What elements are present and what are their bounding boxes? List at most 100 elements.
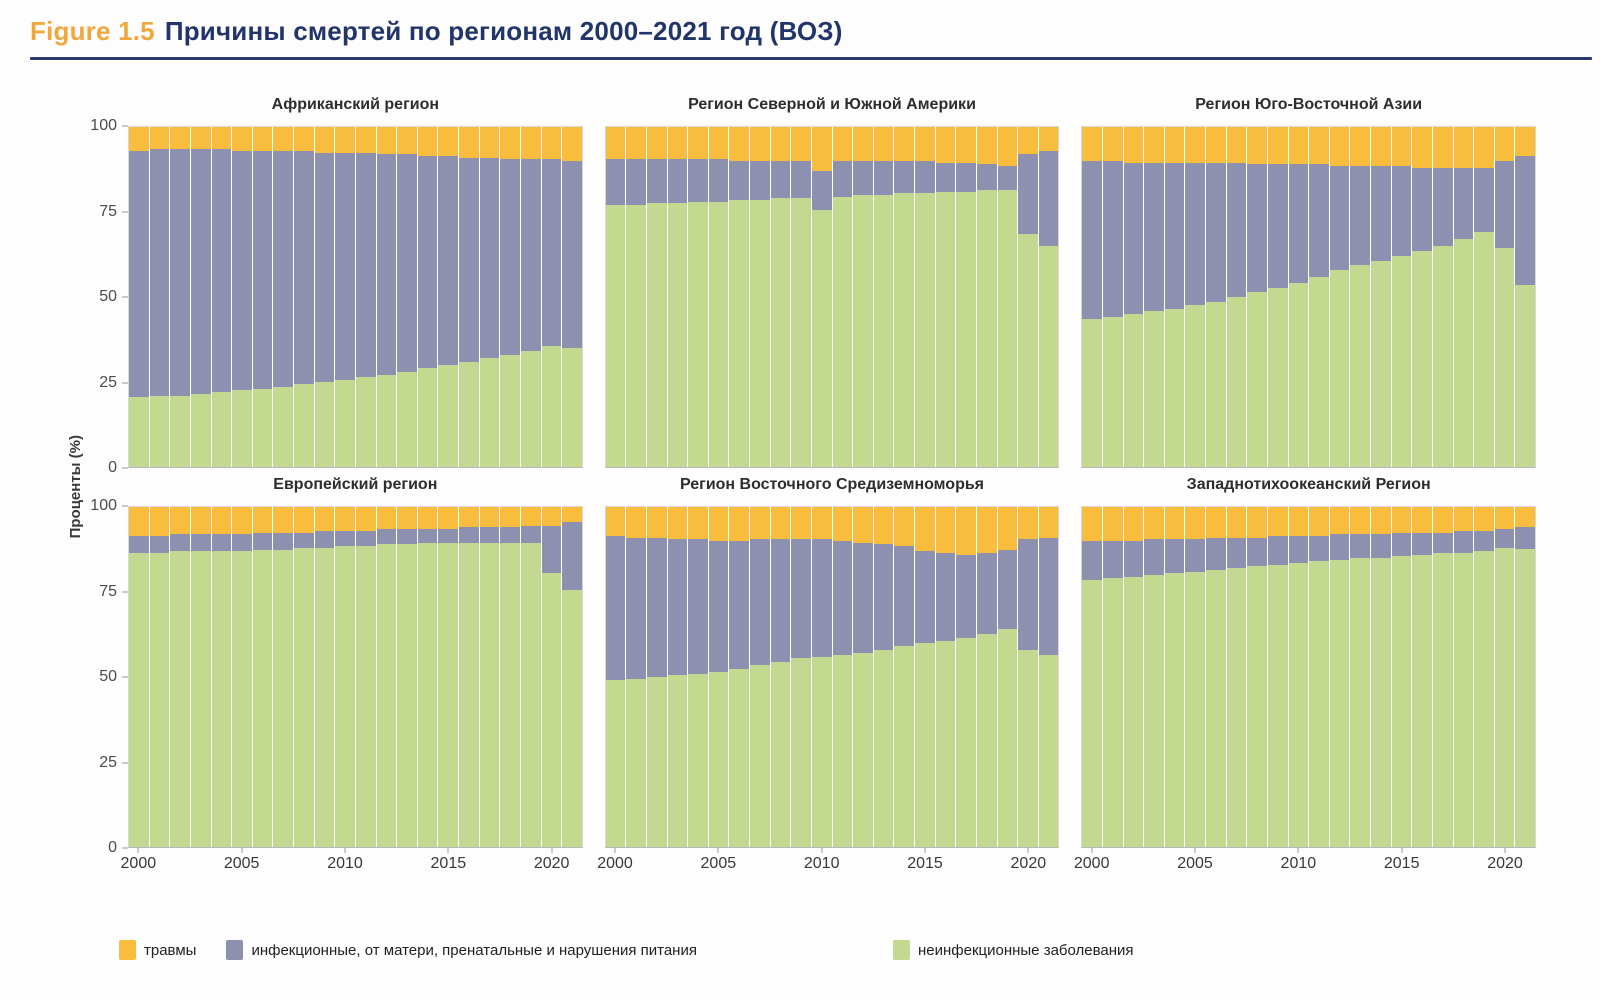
- y-tick-label: 50: [99, 668, 117, 685]
- segment-infectious: [1206, 537, 1226, 570]
- bars: [129, 507, 582, 847]
- bar-2005: [232, 127, 252, 467]
- segment-injuries: [190, 507, 211, 535]
- bar-2016: [1412, 507, 1432, 847]
- segment-infectious: [1329, 166, 1350, 270]
- segment-infectious: [873, 544, 894, 650]
- segment-injuries: [500, 127, 520, 160]
- bar-2018: [1453, 507, 1474, 847]
- segment-infectious: [149, 535, 170, 553]
- segment-ncd: [1247, 291, 1267, 467]
- segment-infectious: [626, 537, 646, 679]
- bar-2000: [129, 127, 149, 467]
- segment-injuries: [294, 507, 314, 533]
- bar-2001: [149, 127, 170, 467]
- plot-south-east-asia: [1081, 126, 1537, 468]
- segment-injuries: [1515, 507, 1536, 528]
- bar-2017: [1432, 507, 1453, 847]
- segment-infectious: [750, 161, 770, 201]
- segment-infectious: [956, 162, 976, 192]
- x-tick-mark: [1194, 848, 1196, 853]
- segment-ncd: [417, 368, 438, 467]
- segment-injuries: [541, 127, 562, 160]
- segment-infectious: [688, 159, 708, 202]
- bar-2010: [1288, 127, 1309, 467]
- segment-ncd: [1309, 561, 1329, 847]
- bar-2020: [1018, 127, 1038, 467]
- segment-injuries: [1082, 127, 1102, 161]
- segment-injuries: [894, 127, 915, 161]
- segment-infectious: [976, 164, 997, 190]
- bar-2000: [1082, 127, 1102, 467]
- segment-injuries: [355, 127, 376, 153]
- plot-western-pacific: [1081, 506, 1537, 848]
- panel-title: Западнотихоокеанский Регион: [1186, 476, 1431, 493]
- segment-ncd: [770, 661, 791, 847]
- segment-ncd: [1018, 649, 1038, 847]
- segment-injuries: [935, 507, 956, 553]
- segment-infectious: [894, 161, 915, 194]
- segment-injuries: [646, 507, 667, 538]
- segment-injuries: [1391, 507, 1412, 533]
- segment-ncd: [1038, 245, 1059, 467]
- segment-infectious: [459, 527, 479, 543]
- segment-injuries: [791, 507, 811, 540]
- segment-infectious: [500, 159, 520, 355]
- segment-ncd: [1185, 305, 1206, 467]
- segment-infectious: [1102, 161, 1123, 318]
- segment-injuries: [129, 507, 149, 536]
- bar-2013: [873, 127, 894, 467]
- bar-2000: [1082, 507, 1102, 847]
- legend-swatch-injuries: [119, 940, 136, 960]
- segment-injuries: [832, 127, 853, 161]
- plot-eastern-mediterranean: [604, 506, 1060, 848]
- bar-2015: [1391, 127, 1412, 467]
- segment-infectious: [232, 150, 252, 391]
- bar-2016: [459, 127, 479, 467]
- segment-infectious: [1123, 541, 1144, 577]
- segment-injuries: [605, 127, 626, 160]
- bar-2001: [626, 127, 646, 467]
- panel-title: Регион Северной и Южной Америки: [688, 96, 976, 113]
- bar-2010: [1288, 507, 1309, 847]
- segment-ncd: [605, 680, 626, 847]
- segment-infectious: [811, 539, 832, 657]
- x-tick-label: 2020: [1487, 855, 1523, 872]
- segment-ncd: [688, 673, 708, 847]
- segment-ncd: [729, 200, 750, 467]
- bar-2006: [252, 127, 273, 467]
- segment-infectious: [129, 150, 149, 398]
- segment-infectious: [232, 534, 252, 552]
- segment-injuries: [1123, 507, 1144, 541]
- segment-injuries: [438, 127, 458, 156]
- segment-ncd: [750, 200, 770, 467]
- segment-ncd: [438, 364, 458, 467]
- bar-2009: [314, 507, 335, 847]
- bar-2011: [832, 507, 853, 847]
- segment-infectious: [1164, 162, 1185, 309]
- bar-2000: [605, 507, 626, 847]
- segment-ncd: [562, 590, 582, 847]
- segment-ncd: [1082, 319, 1102, 467]
- segment-infectious: [376, 529, 397, 545]
- segment-ncd: [1018, 234, 1038, 467]
- segment-infectious: [252, 150, 273, 389]
- y-tick-label: 75: [99, 582, 117, 600]
- bar-2009: [314, 127, 335, 467]
- segment-injuries: [770, 507, 791, 540]
- segment-ncd: [1288, 283, 1309, 467]
- segment-injuries: [562, 507, 582, 523]
- segment-ncd: [811, 656, 832, 847]
- segment-ncd: [1309, 276, 1329, 467]
- segment-injuries: [314, 127, 335, 153]
- segment-injuries: [1267, 507, 1288, 536]
- segment-ncd: [335, 546, 355, 847]
- plot-african-region: [128, 126, 583, 468]
- segment-injuries: [232, 507, 252, 535]
- segment-infectious: [1453, 167, 1474, 240]
- segment-ncd: [211, 551, 232, 847]
- segment-injuries: [1164, 507, 1185, 540]
- segment-injuries: [1144, 127, 1164, 163]
- segment-ncd: [541, 573, 562, 847]
- bar-2021: [1038, 507, 1059, 847]
